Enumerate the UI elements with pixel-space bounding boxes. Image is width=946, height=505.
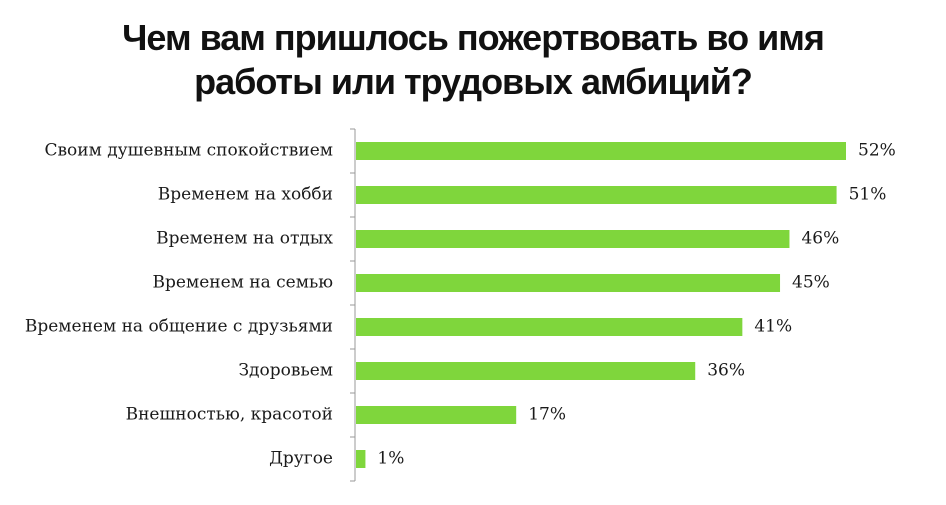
value-label: 17%: [528, 405, 566, 425]
bar: [356, 186, 837, 204]
value-label: 36%: [707, 361, 745, 381]
value-label: 45%: [792, 273, 830, 293]
category-label: Временем на общение с друзьями: [25, 317, 333, 337]
bar: [356, 230, 790, 248]
value-label: 51%: [849, 185, 887, 205]
value-label: 41%: [754, 317, 792, 337]
value-label: 46%: [801, 229, 839, 249]
bar: [356, 318, 743, 336]
bar: [356, 450, 366, 468]
value-label: 1%: [377, 449, 404, 469]
bar: [356, 362, 696, 380]
bar: [356, 406, 517, 424]
category-label: Своим душевным спокойствием: [44, 141, 333, 161]
bars-layer: Своим душевным спокойствием 52% Временем н…: [25, 141, 896, 469]
bar: [356, 142, 846, 160]
category-label: Временем на хобби: [158, 185, 333, 205]
chart-title-line-2: работы или трудовых амбиций?: [194, 61, 753, 102]
bar: [356, 274, 781, 292]
category-label: Временем на отдых: [156, 229, 333, 249]
category-label: Другое: [269, 449, 333, 469]
category-label: Внешностью, красотой: [126, 405, 333, 425]
chart-title: Чем вам пришлось пожертвовать во имя раб…: [0, 16, 946, 104]
category-label: Здоровьем: [238, 361, 333, 381]
chart-title-line-1: Чем вам пришлось пожертвовать во имя: [122, 17, 825, 58]
axis-layer: [350, 128, 356, 482]
value-label: 52%: [858, 141, 896, 161]
category-label: Временем на семью: [153, 273, 334, 293]
